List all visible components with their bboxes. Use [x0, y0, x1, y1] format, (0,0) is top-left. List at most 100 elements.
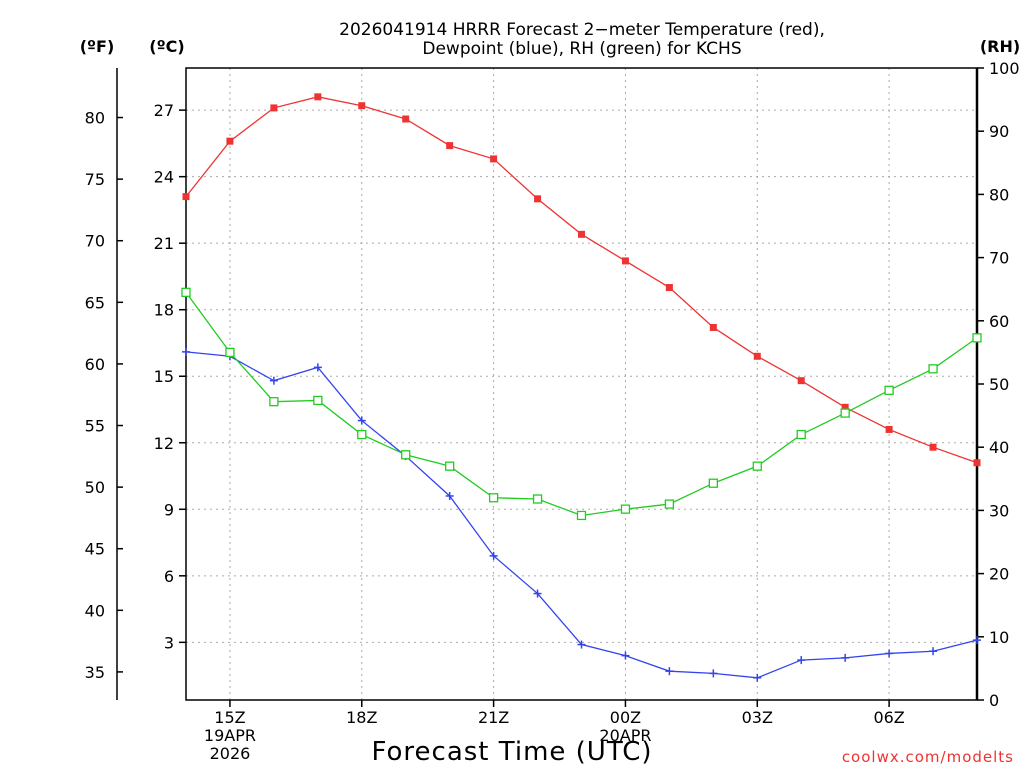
celsius-tick-label: 21: [154, 234, 174, 253]
celsius-tick-label: 27: [154, 101, 174, 120]
temperature-point: [841, 403, 849, 411]
rh-point: [752, 461, 762, 471]
dewpoint-point: [357, 416, 366, 425]
dewpoint-point: [709, 669, 718, 678]
chart-title-line-1: 2026041914 HRRR Forecast 2−meter Tempera…: [339, 20, 825, 40]
rh-point: [445, 461, 455, 471]
celsius-tick-label: 3: [164, 633, 174, 652]
temperature-point: [314, 93, 322, 101]
rh-point: [181, 287, 191, 298]
rh-tick-label: 0: [989, 691, 999, 710]
temperature-point: [885, 425, 893, 433]
dewpoint-point: [445, 491, 454, 500]
rh-point: [532, 494, 543, 504]
rh-point: [928, 364, 938, 374]
rh-tick-label: 10: [989, 628, 1009, 647]
rh-tick-label: 80: [989, 185, 1009, 204]
dewpoint-point: [973, 636, 981, 645]
watermark: coolwx.com/modelts: [842, 748, 1014, 766]
temperature-point: [929, 443, 937, 451]
dewpoint-point: [929, 647, 938, 656]
rh-point: [796, 429, 806, 440]
fahrenheit-tick-label: 80: [85, 109, 105, 128]
fahrenheit-unit-label: (ºF): [80, 37, 115, 56]
rh-point: [225, 347, 235, 358]
temperature-point: [973, 459, 981, 467]
rh-tick-label: 100: [989, 59, 1020, 78]
fahrenheit-tick-label: 55: [85, 417, 105, 436]
rh-point: [664, 499, 675, 509]
temperature-point: [753, 352, 761, 360]
rh-point: [884, 385, 894, 395]
temperature-point: [797, 377, 805, 385]
rh-unit-label: (RH): [980, 37, 1020, 56]
temperature-point: [709, 323, 717, 331]
x-tick-label: 15Z: [214, 708, 245, 727]
temperature-point: [358, 102, 366, 110]
celsius-tick-label: 12: [154, 434, 174, 453]
temperature-line: [185, 96, 978, 464]
rh-point: [972, 333, 982, 343]
fahrenheit-tick-label: 70: [85, 232, 105, 251]
dewpoint-point: [621, 651, 630, 660]
dewpoint-point: [797, 656, 806, 665]
x-tick-label: 20APR: [599, 726, 651, 745]
grid-lines: [186, 68, 977, 700]
temperature-point: [270, 104, 278, 112]
dewpoint-point: [269, 376, 278, 385]
fahrenheit-tick-label: 75: [85, 170, 105, 189]
rh-point: [488, 493, 499, 503]
rh-point: [708, 478, 718, 488]
temperature-point: [578, 230, 585, 238]
x-axis-label: Forecast Time (UTC): [371, 737, 652, 767]
chart-text: 2026041914 HRRR Forecast 2−meter Tempera…: [80, 20, 1020, 767]
x-tick-label: 06Z: [873, 708, 904, 727]
x-tick-label: 21Z: [478, 708, 509, 727]
dewpoint-point: [182, 347, 190, 356]
rh-point: [576, 510, 587, 521]
celsius-tick-label: 18: [154, 301, 174, 320]
dewpoint-point: [533, 589, 542, 598]
dewpoint-point: [577, 640, 586, 649]
x-tick-label: 2026: [210, 744, 251, 763]
temperature-point: [182, 193, 190, 201]
rh-tick-label: 90: [989, 122, 1009, 141]
data-series: [181, 93, 982, 682]
rh-line: [185, 291, 978, 517]
rh-point: [840, 408, 850, 418]
x-tick-label: 03Z: [742, 708, 773, 727]
fahrenheit-tick-label: 50: [85, 478, 105, 497]
fahrenheit-tick-label: 40: [85, 601, 105, 620]
celsius-tick-label: 15: [154, 367, 174, 386]
plot-frame: [185, 67, 978, 701]
temperature-point: [621, 257, 629, 265]
rh-point: [269, 397, 279, 407]
dewpoint-point: [665, 667, 674, 676]
temperature-point: [446, 142, 454, 150]
x-tick-label: 19APR: [204, 726, 256, 745]
celsius-tick-label: 9: [164, 500, 174, 519]
rh-point: [357, 429, 367, 440]
celsius-tick-label: 6: [164, 567, 174, 586]
dewpoint-point: [841, 653, 850, 662]
rh-tick-label: 70: [989, 249, 1009, 268]
rh-point: [620, 504, 631, 514]
dewpoint-point: [313, 363, 322, 372]
temperature-point: [490, 155, 498, 163]
fahrenheit-tick-label: 45: [85, 540, 105, 559]
temperature-point: [665, 284, 673, 292]
temperature-point: [402, 115, 410, 123]
dewpoint-point: [489, 551, 498, 560]
temperature-point: [226, 137, 234, 145]
fahrenheit-tick-label: 60: [85, 355, 105, 374]
rh-tick-label: 20: [989, 565, 1009, 584]
fahrenheit-tick-label: 35: [85, 663, 105, 682]
x-tick-label: 00Z: [610, 708, 641, 727]
fahrenheit-tick-label: 65: [85, 293, 105, 312]
celsius-tick-label: 24: [154, 168, 174, 187]
rh-tick-label: 50: [989, 375, 1009, 394]
temperature-point: [534, 195, 542, 203]
rh-tick-label: 60: [989, 312, 1009, 331]
dewpoint-point: [753, 673, 762, 682]
